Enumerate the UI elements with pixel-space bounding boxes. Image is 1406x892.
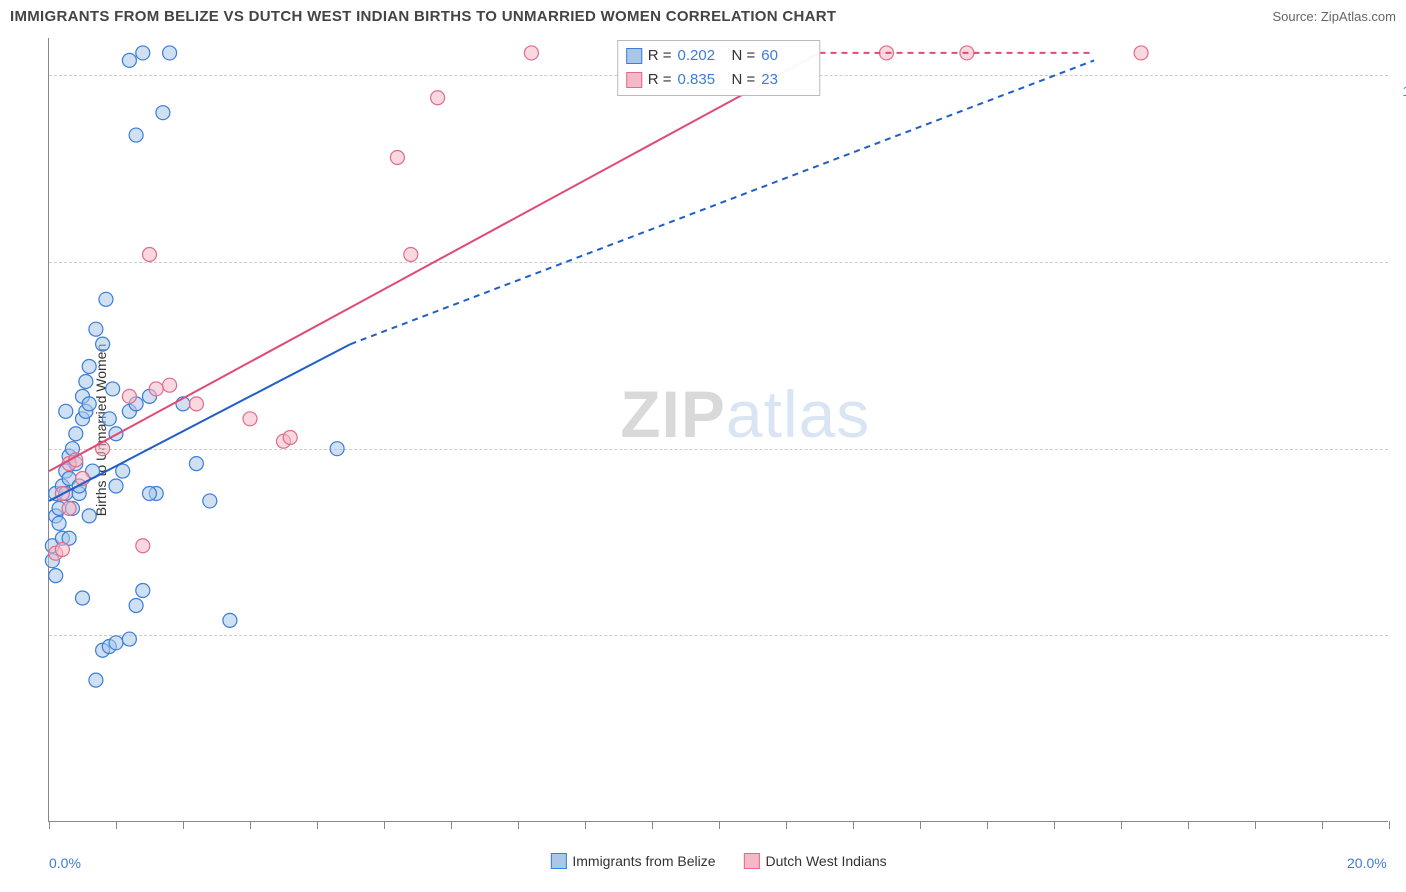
data-point [223, 613, 237, 627]
x-tick [183, 821, 184, 829]
x-tick [652, 821, 653, 829]
x-tick [49, 821, 50, 829]
x-tick [116, 821, 117, 829]
data-point [82, 397, 96, 411]
x-tick [719, 821, 720, 829]
data-point [82, 360, 96, 374]
data-point [163, 46, 177, 60]
stats-row: R =0.835N =23 [626, 68, 810, 92]
data-point [283, 430, 297, 444]
data-point [149, 382, 163, 396]
x-tick [786, 821, 787, 829]
data-point [129, 598, 143, 612]
data-point [106, 382, 120, 396]
x-tick-label: 0.0% [49, 855, 81, 871]
stats-legend-box: R =0.202N =60R =0.835N =23 [617, 40, 821, 96]
y-tick-label: 100.0% [1403, 83, 1406, 99]
chart-title: IMMIGRANTS FROM BELIZE VS DUTCH WEST IND… [10, 8, 836, 25]
chart-svg [49, 38, 1388, 821]
data-point [129, 128, 143, 142]
data-point [55, 542, 69, 556]
x-tick-label: 20.0% [1347, 855, 1387, 871]
data-point [136, 584, 150, 598]
x-tick [920, 821, 921, 829]
chart-header: IMMIGRANTS FROM BELIZE VS DUTCH WEST IND… [10, 8, 1396, 25]
data-point [62, 501, 76, 515]
data-point [59, 404, 73, 418]
data-point [136, 46, 150, 60]
data-point [89, 322, 103, 336]
data-point [109, 479, 123, 493]
series-swatch [550, 853, 566, 869]
data-point [163, 378, 177, 392]
x-tick [1322, 821, 1323, 829]
data-point [431, 91, 445, 105]
data-point [122, 53, 136, 67]
legend-bottom: Immigrants from Belize Dutch West Indians [550, 853, 886, 869]
data-point [76, 591, 90, 605]
legend-item: Immigrants from Belize [550, 853, 715, 869]
chart-source: Source: ZipAtlas.com [1272, 9, 1396, 24]
data-point [203, 494, 217, 508]
plot-area: Births to Unmarried Women 25.0%50.0%75.0… [48, 38, 1388, 822]
x-tick [1054, 821, 1055, 829]
data-point [243, 412, 257, 426]
data-point [82, 509, 96, 523]
data-point [390, 150, 404, 164]
data-point [69, 427, 83, 441]
data-point [52, 516, 66, 530]
x-tick [1389, 821, 1390, 829]
series-swatch [744, 853, 760, 869]
x-tick [853, 821, 854, 829]
x-tick [585, 821, 586, 829]
data-point [79, 374, 93, 388]
data-point [122, 632, 136, 646]
data-point [96, 337, 110, 351]
x-tick [250, 821, 251, 829]
data-point [89, 673, 103, 687]
x-tick [1121, 821, 1122, 829]
x-tick [384, 821, 385, 829]
x-tick [1188, 821, 1189, 829]
x-tick [1255, 821, 1256, 829]
data-point [156, 106, 170, 120]
data-point [143, 486, 157, 500]
data-point [189, 457, 203, 471]
data-point [99, 292, 113, 306]
data-point [189, 397, 203, 411]
x-tick [317, 821, 318, 829]
legend-item: Dutch West Indians [744, 853, 887, 869]
data-point [330, 442, 344, 456]
series-swatch [626, 48, 642, 64]
series-swatch [626, 72, 642, 88]
stats-row: R =0.202N =60 [626, 44, 810, 68]
x-tick [518, 821, 519, 829]
data-point [143, 248, 157, 262]
data-point [404, 248, 418, 262]
data-point [102, 412, 116, 426]
data-point [1134, 46, 1148, 60]
data-point [524, 46, 538, 60]
x-tick [451, 821, 452, 829]
x-tick [987, 821, 988, 829]
data-point [122, 389, 136, 403]
data-point [136, 539, 150, 553]
data-point [49, 569, 63, 583]
data-point [109, 636, 123, 650]
